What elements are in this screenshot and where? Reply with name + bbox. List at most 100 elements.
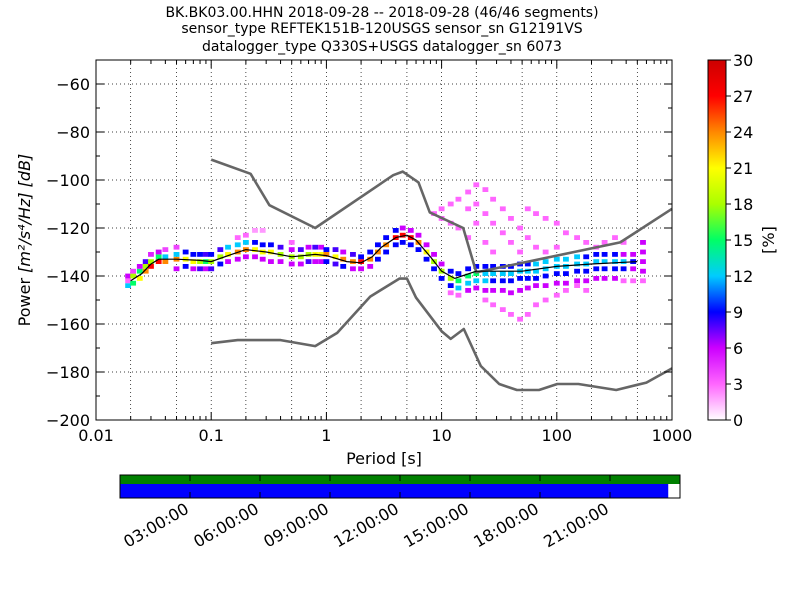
density-cell (508, 240, 514, 245)
density-cell (553, 220, 560, 226)
density-cell (533, 268, 539, 274)
density-cell (508, 312, 514, 317)
density-cell (367, 264, 374, 269)
density-cell (583, 240, 590, 245)
density-cell (465, 266, 472, 272)
density-cell (252, 240, 258, 245)
density-cell (383, 249, 390, 255)
density-cell (208, 252, 215, 257)
density-cell (197, 266, 203, 272)
density-cell (136, 276, 143, 281)
density-cell (234, 235, 241, 240)
density-cell (297, 261, 304, 267)
density-cell (508, 290, 514, 296)
density-cell (517, 316, 523, 322)
density-cell (340, 249, 347, 255)
y-tick-label: −160 (46, 315, 90, 334)
density-cell (499, 271, 506, 276)
density-cell (392, 228, 399, 233)
density-cell (431, 266, 437, 272)
density-cell (318, 244, 325, 250)
density-cell (499, 230, 506, 236)
coverage-bar-bottom (120, 484, 669, 498)
density-cell (533, 276, 539, 281)
density-cell (438, 261, 445, 267)
y-axis-label-prefix: Power (15, 273, 34, 326)
density-cell (148, 252, 154, 257)
x-tick-label: 0.01 (78, 426, 114, 445)
density-cell (130, 280, 137, 286)
density-cell (482, 211, 489, 216)
density-cell (620, 259, 627, 264)
density-cell (490, 288, 497, 293)
density-cell (490, 220, 497, 226)
density-cell (563, 271, 569, 276)
timeline-tick-label: 18:00:00 (470, 499, 542, 551)
density-cell (268, 249, 274, 255)
density-cell (323, 247, 330, 252)
density-cell (447, 201, 454, 207)
density-cell (318, 252, 325, 257)
colorbar-ticks: 0 3 6 9 12 15 18 21 24 27 30 (726, 51, 753, 430)
density-cell (490, 249, 497, 255)
density-cell (473, 264, 480, 269)
density-cell (574, 268, 581, 274)
density-cell (593, 266, 600, 272)
density-cell (542, 259, 549, 264)
density-cell (332, 247, 339, 252)
density-cell (533, 211, 539, 216)
density-cell (542, 283, 549, 288)
density-cell (473, 220, 480, 226)
density-cell (225, 259, 231, 264)
density-cell (447, 290, 454, 296)
y-tick-label: −200 (46, 411, 90, 430)
grid (95, 60, 672, 421)
density-cell (242, 240, 249, 245)
density-cell (517, 249, 523, 255)
density-cell (268, 259, 274, 264)
density-cell (277, 259, 284, 264)
density-cell (533, 244, 539, 250)
density-cell (482, 278, 489, 284)
x-tick-label: 0.1 (198, 426, 223, 445)
density-cell (312, 259, 319, 264)
density-cell (438, 206, 445, 212)
density-cell (553, 256, 560, 262)
density-cell (499, 206, 506, 212)
plot-frame (95, 59, 673, 421)
density-cell (197, 252, 203, 257)
density-cell (130, 268, 137, 274)
density-cell (252, 254, 258, 260)
curves (130, 158, 673, 392)
density-cell (490, 302, 497, 308)
density-cell (125, 273, 132, 279)
density-cell (640, 240, 646, 245)
density-cell (447, 276, 454, 281)
density-cell (225, 244, 231, 250)
density-cell (234, 256, 241, 262)
density-cell (268, 242, 274, 248)
density-cell (455, 271, 462, 276)
density-cell (234, 242, 241, 248)
density-cell (583, 288, 590, 293)
density-cell (323, 259, 330, 264)
density-cell (203, 252, 209, 257)
density-cell (533, 283, 539, 288)
density-cell (438, 276, 445, 281)
density-cell (407, 242, 414, 248)
colorbar-tick-label: 24 (733, 123, 753, 142)
density-cell (155, 259, 162, 264)
density-cell (553, 280, 560, 286)
colorbar-tick-label: 18 (733, 195, 753, 214)
density-cell (473, 285, 480, 291)
density-cell (407, 228, 414, 233)
density-cell (332, 254, 339, 260)
density-cell (155, 249, 162, 255)
density-cell (208, 266, 215, 272)
density-cell (455, 292, 462, 298)
density-cell (473, 182, 480, 188)
density-cell (612, 266, 618, 272)
density-cell (574, 254, 581, 260)
density-cell (524, 261, 531, 267)
